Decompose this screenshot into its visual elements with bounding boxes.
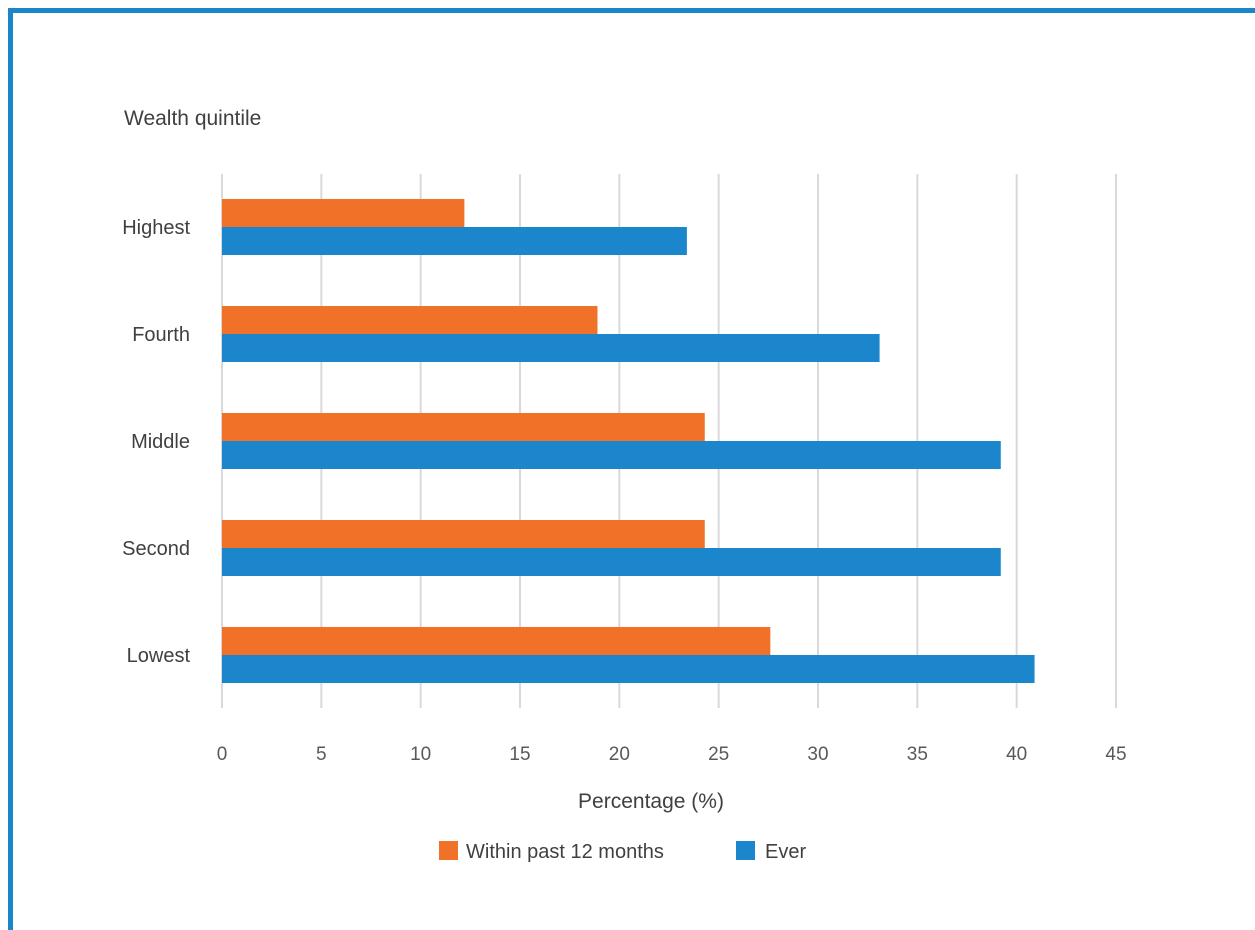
- x-tick-label: 20: [609, 744, 630, 765]
- legend: Within past 12 months Ever: [439, 841, 806, 863]
- frame-top-border: [8, 8, 1255, 13]
- x-axis-title: Percentage (%): [578, 790, 724, 813]
- category-label: Highest: [122, 217, 190, 239]
- bar-within-12-months-fourth: [222, 306, 598, 334]
- x-tick-label: 0: [217, 744, 228, 765]
- category-label: Fourth: [132, 324, 190, 346]
- x-tick-label: 25: [708, 744, 729, 765]
- x-tick-labels: 0 5 10 15 20 25 30 35 40 45: [217, 744, 1127, 765]
- bar-within-12-months-highest: [222, 199, 465, 227]
- category-label: Second: [122, 538, 190, 560]
- bar-within-12-months-lowest: [222, 627, 771, 655]
- category-label: Middle: [131, 431, 190, 453]
- bar-ever-second: [222, 548, 1001, 576]
- legend-label: Within past 12 months: [466, 841, 664, 863]
- x-tick-label: 5: [316, 744, 327, 765]
- bar-ever-middle: [222, 441, 1001, 469]
- bar-within-12-months-second: [222, 520, 705, 548]
- category-label: Lowest: [127, 645, 191, 667]
- x-tick-label: 30: [807, 744, 828, 765]
- bar-ever-fourth: [222, 334, 880, 362]
- frame-left-border: [8, 8, 13, 930]
- x-tick-label: 35: [907, 744, 928, 765]
- bar-within-12-months-middle: [222, 413, 705, 441]
- bar-ever-highest: [222, 227, 687, 255]
- category-labels: Highest Fourth Middle Second Lowest: [122, 217, 190, 667]
- y-axis-title: Wealth quintile: [124, 107, 261, 130]
- bar-ever-lowest: [222, 655, 1035, 683]
- x-tick-label: 15: [509, 744, 530, 765]
- x-tick-label: 10: [410, 744, 431, 765]
- legend-swatch: [439, 841, 458, 860]
- legend-label: Ever: [765, 841, 806, 863]
- legend-swatch: [736, 841, 755, 860]
- x-tick-label: 45: [1105, 744, 1126, 765]
- bars: [222, 199, 1035, 683]
- x-tick-label: 40: [1006, 744, 1027, 765]
